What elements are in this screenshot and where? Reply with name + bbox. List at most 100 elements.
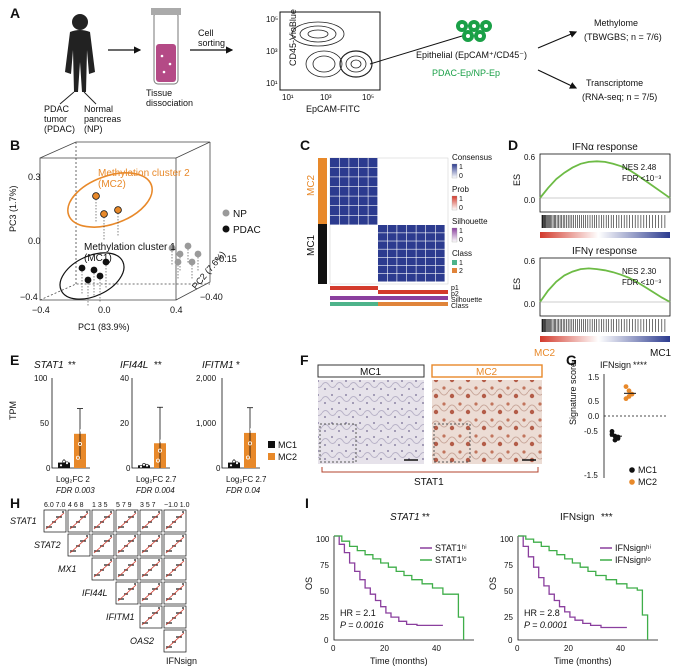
- h-point: [110, 535, 112, 537]
- consensus-cell: [358, 196, 368, 206]
- consensus-cell: [416, 273, 426, 282]
- bar-point: [139, 464, 143, 469]
- class-1-swatch: [452, 260, 457, 265]
- bar-point: [62, 459, 66, 464]
- silhouette-track: [330, 296, 448, 300]
- g-legend-mc1-dot: [629, 467, 635, 473]
- consensus-cell: [330, 186, 339, 196]
- bars-gene-3: [228, 407, 256, 468]
- consensus-cell: [339, 167, 349, 177]
- consensus-cell: [349, 215, 359, 225]
- km-curves-2: [518, 535, 649, 640]
- gsea-ylabel-1: ES: [512, 174, 522, 186]
- pc3-label: PC3 (1.7%): [8, 185, 18, 232]
- consensus-cell: [339, 177, 349, 187]
- consensus-cell: [368, 196, 378, 206]
- consensus-cell: [387, 241, 397, 249]
- row-label-silhouette: Silhouette: [451, 297, 482, 304]
- gsea-ytick-1a: 0.6: [524, 153, 536, 162]
- h-point: [152, 540, 154, 542]
- km1-xtick-0: 0: [331, 644, 336, 653]
- bar-point: [232, 459, 236, 464]
- consensus-cell: [349, 206, 359, 215]
- h-diag-label: IFNsign: [166, 656, 197, 666]
- h-diag-label: OAS2: [130, 636, 154, 646]
- consensus-cell: [387, 233, 397, 241]
- panel-h: STAT1 STAT2 MX1 IFI44L IFITM1 OAS2 IFNsign 6.0 …: [10, 502, 197, 666]
- consensus-cell: [387, 257, 397, 266]
- f-mc1-label: MC1: [360, 367, 382, 378]
- h-point: [122, 598, 124, 600]
- panel-i: STAT1 ** IFNsign *** OS OS 100 75 50 25 …: [304, 512, 658, 666]
- panel-label-b: B: [10, 137, 20, 153]
- silhouette-scale: [451, 227, 458, 243]
- h-diag-label: IFI44L: [82, 588, 108, 598]
- flow-xtick-2: 10³: [320, 93, 332, 102]
- gsea-ytick-2b: 0.0: [524, 300, 536, 309]
- consensus-cell: [397, 249, 407, 258]
- panel-e: TPM STAT1 ** IFI44L ** IFITM1 * 100 50 0…: [8, 360, 297, 495]
- consensus-cell: [435, 233, 445, 241]
- km1-xlabel: Time (months): [370, 656, 428, 666]
- flow-contours: [291, 21, 373, 78]
- flow-plot-frame: [279, 11, 381, 91]
- row-label-class: Class: [451, 303, 469, 310]
- h-point: [182, 631, 184, 633]
- bar-point: [157, 448, 162, 453]
- h-point: [134, 535, 136, 537]
- panel-label-e: E: [10, 352, 19, 368]
- panel-label-i: I: [305, 495, 309, 511]
- bar-point: [76, 455, 81, 460]
- consensus-cell: [435, 241, 445, 249]
- h-fit-line: [165, 632, 185, 650]
- km1-ytick-75: 75: [320, 561, 329, 570]
- consensus-cell: [349, 167, 359, 177]
- h-point: [104, 564, 106, 566]
- h-point: [170, 526, 172, 528]
- bar-point: [142, 463, 146, 467]
- h-fit-line: [93, 512, 113, 530]
- km1-xtick-20: 20: [380, 644, 389, 653]
- flow-ytick-2: 10³: [266, 47, 278, 56]
- consensus-cell: [406, 233, 416, 241]
- km-axes: [333, 536, 658, 641]
- g-legend-mc2-label: MC2: [638, 477, 657, 487]
- gsea-ylabel-2: ES: [512, 278, 522, 290]
- h-point: [158, 583, 160, 585]
- mc2-annotation: Methylation cluster 2 (MC2): [98, 168, 190, 190]
- gene-hits-2: [541, 319, 666, 332]
- km-curve-hi: [334, 535, 443, 627]
- consensus-cell: [339, 215, 349, 225]
- km2-ytick-0: 0: [508, 636, 513, 645]
- g-legend-mc1-label: MC1: [638, 465, 657, 475]
- pca-point: [176, 250, 184, 258]
- km1-ytick-0: 0: [324, 636, 329, 645]
- consensus-cell: [416, 249, 426, 258]
- consensus-cell: [426, 273, 435, 282]
- h-point: [98, 550, 100, 552]
- legend-consensus: Consensus: [452, 153, 492, 162]
- flow-xtick-3: 10⁵: [362, 93, 374, 102]
- h-point: [122, 526, 124, 528]
- h-point: [146, 622, 148, 624]
- h-point: [122, 574, 124, 576]
- h-fit-line: [141, 560, 161, 578]
- mc1-side-bar: [318, 224, 327, 284]
- h-point: [182, 535, 184, 537]
- consensus-cell: [426, 257, 435, 266]
- h-point: [176, 588, 178, 590]
- h-point: [80, 540, 82, 542]
- km1-ytick-100: 100: [316, 535, 330, 544]
- bar-mc1: [228, 462, 240, 468]
- h-point: [86, 535, 88, 537]
- prob-tick-1: 1: [459, 196, 463, 203]
- flow-xtick-1: 10¹: [282, 93, 294, 102]
- e3-lfc: Log₂FC 2.7: [226, 475, 267, 484]
- consensus-cell: [397, 225, 407, 233]
- g-title: IFNsign: [600, 360, 631, 370]
- pca-point: [100, 210, 108, 218]
- consensus-cell: [330, 196, 339, 206]
- consensus-cell: [378, 273, 387, 282]
- h-point: [158, 559, 160, 561]
- h-fit-line: [93, 536, 113, 554]
